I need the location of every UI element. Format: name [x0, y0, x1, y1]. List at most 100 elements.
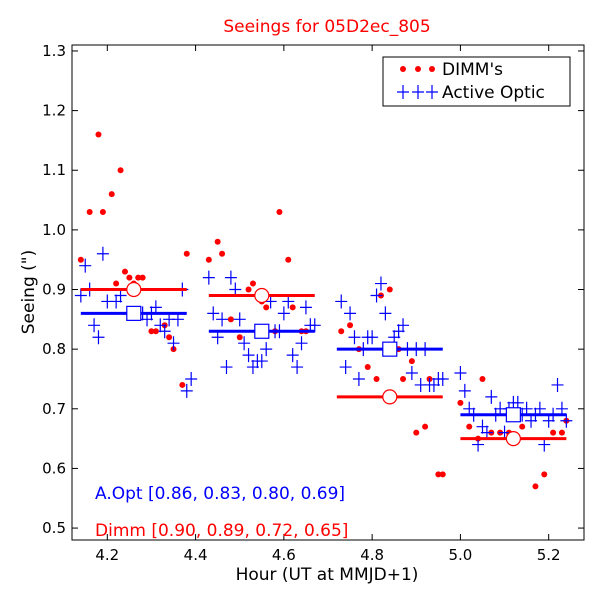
aopt-point	[454, 366, 467, 381]
dimm-point	[422, 423, 429, 430]
plot-frame	[71, 44, 585, 541]
legend-aopt-plus	[397, 85, 409, 99]
aopt-point	[291, 360, 304, 375]
y-tick-label: 1.1	[42, 161, 66, 179]
dimm-point	[435, 471, 442, 478]
dimm-point	[550, 429, 557, 436]
legend-aopt-plus	[426, 85, 438, 99]
legend-box	[382, 56, 571, 107]
dimm-point	[227, 316, 234, 323]
aopt-point	[255, 354, 268, 369]
aopt-point	[202, 270, 215, 285]
aopt-point	[96, 246, 109, 261]
y-tick-label: 1.2	[42, 102, 66, 120]
aopt-point	[286, 348, 299, 363]
aopt-point	[220, 360, 233, 375]
dimm-point	[135, 274, 142, 281]
aopt-mean-marker	[126, 305, 142, 321]
dimm-mean-marker	[126, 281, 142, 298]
dimm-point	[263, 304, 270, 311]
aopt-point	[458, 383, 471, 398]
dimm-point	[400, 375, 407, 382]
dimm-point	[95, 131, 102, 138]
chart-title: Seeings for 05D2ec_805	[223, 17, 430, 37]
aopt-mean-marker	[505, 407, 521, 423]
dimm-mean-marker	[505, 431, 521, 447]
aopt-point	[180, 383, 193, 398]
dimm-point	[289, 304, 296, 311]
aopt-point	[339, 360, 352, 375]
aopt-point	[79, 258, 92, 273]
dimm-point	[139, 274, 146, 281]
aopt-point	[370, 288, 383, 303]
y-tick-label: 0.8	[42, 340, 66, 358]
legend-dimm-label: DIMM's	[442, 60, 503, 80]
dimm-point	[152, 328, 159, 335]
aopt-point	[436, 371, 449, 386]
dimm-point	[121, 268, 128, 275]
aopt-point	[299, 300, 312, 315]
aopt-point	[238, 336, 251, 351]
aopt-point	[374, 276, 387, 291]
aopt-point	[551, 377, 564, 392]
aopt-point	[207, 306, 220, 321]
y-axis-label: Seeing (")	[19, 250, 39, 335]
y-tick-label: 0.9	[42, 281, 66, 299]
aopt-point	[405, 366, 418, 381]
dimm-point	[285, 256, 292, 263]
dimm-point	[532, 483, 539, 490]
aopt-point	[158, 324, 171, 339]
aopt-point	[308, 318, 321, 333]
aopt-point	[92, 330, 105, 345]
dimm-point	[457, 399, 464, 406]
dimm-point	[249, 280, 256, 287]
dimm-point	[373, 375, 380, 382]
aopt-point	[352, 371, 365, 386]
aopt-point	[167, 336, 180, 351]
dimm-annotation: Dimm [0.90, 0.89, 0.72, 0.65]	[95, 521, 348, 541]
aopt-point	[335, 294, 348, 309]
plot-area	[74, 131, 573, 490]
aopt-point	[260, 342, 273, 357]
dimm-point	[86, 208, 93, 215]
x-tick-label: 4.6	[272, 546, 296, 564]
legend-dimm-marker	[400, 66, 435, 72]
aopt-point	[397, 318, 410, 333]
dimm-point	[541, 471, 548, 478]
dimm-point	[113, 280, 120, 287]
aopt-point	[277, 306, 290, 321]
dimm-point	[558, 429, 565, 436]
aopt-point	[224, 270, 237, 285]
aopt-point	[366, 330, 379, 345]
dimm-point	[519, 423, 526, 430]
dimm-point	[466, 423, 473, 430]
x-tick-label: 5.0	[448, 546, 472, 564]
legend-aopt-marker	[397, 85, 438, 99]
legend: DIMM's Active Optic	[382, 56, 571, 107]
y-tick-label: 1.3	[42, 42, 66, 60]
dimm-point	[364, 364, 371, 371]
dimm-point	[479, 375, 486, 382]
aopt-mean-marker	[382, 341, 398, 357]
dimm-point	[99, 208, 106, 215]
dimm-point	[126, 274, 133, 281]
legend-aopt-label: Active Optic	[442, 83, 545, 103]
legend-aopt-plus	[412, 85, 424, 99]
dimm-point	[117, 167, 124, 174]
legend-dimm-dot	[400, 66, 406, 72]
x-tick-label: 4.2	[95, 546, 119, 564]
dimm-point	[236, 334, 243, 341]
dimm-point	[214, 238, 221, 245]
legend-dimm-dot	[415, 66, 421, 72]
aopt-point	[88, 318, 101, 333]
aopt-point	[344, 306, 357, 321]
aopt-point	[379, 306, 392, 321]
dimm-point	[148, 328, 155, 335]
dimm-point	[77, 256, 84, 263]
dimm-point	[179, 381, 186, 388]
dimm-mean-marker	[254, 287, 270, 304]
aopt-point	[485, 389, 498, 404]
dimm-point	[439, 471, 446, 478]
x-axis-label: Hour (UT at MMJD+1)	[236, 565, 419, 585]
dimm-point	[347, 322, 354, 329]
